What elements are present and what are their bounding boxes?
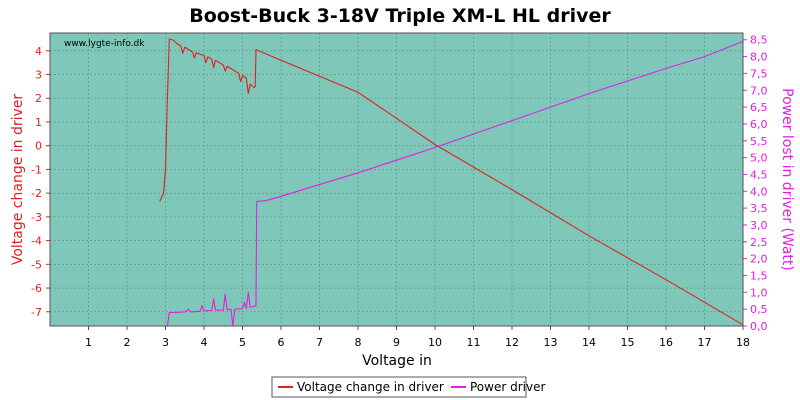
y-right-tick-label: 6,5 — [750, 101, 768, 114]
y-left-tick-label: 0 — [35, 140, 42, 153]
y-right-tick-label: 4,5 — [750, 168, 768, 181]
y-right-tick-label: 7,0 — [750, 84, 768, 97]
y-left-tick-label: -2 — [31, 187, 42, 200]
x-tick-label: 2 — [124, 336, 131, 349]
x-tick-label: 14 — [582, 336, 596, 349]
y-right-tick-label: 0,0 — [750, 320, 768, 333]
y-right-tick-label: 6,0 — [750, 118, 768, 131]
y-left-tick-label: -1 — [31, 163, 42, 176]
y-right-axis-ticks: 8,5 8,0 7,5 7,0 6,5 6,0 5,5 5,0 4,5 4,0 3,5 3,0 2,5 2… — [743, 34, 768, 333]
legend-entry: Voltage change in driver — [297, 380, 444, 394]
chart-title: Boost-Buck 3-18V Triple XM-L HL driver — [189, 5, 611, 27]
legend: Voltage change in driver Power driver — [271, 376, 545, 398]
y-right-tick-label: 4,0 — [750, 185, 768, 198]
series-line-power — [157, 40, 744, 327]
y-left-tick-label: 4 — [35, 45, 42, 58]
x-tick-label: 16 — [659, 336, 673, 349]
grid — [50, 33, 743, 326]
y-left-tick-label: -6 — [31, 282, 42, 295]
plot-frame — [49, 32, 744, 327]
x-tick-label: 7 — [316, 336, 323, 349]
y-left-axis-ticks: 4 3 2 1 0 -1 -2 -3 -4 -5 -6 -7 — [31, 45, 50, 319]
series-line-voltage-change — [159, 38, 744, 326]
y-right-tick-label: 8,5 — [750, 34, 768, 47]
x-tick-label: 1 — [85, 336, 92, 349]
y-left-tick-label: -7 — [31, 306, 42, 319]
y-left-axis-title: Voltage change in driver — [10, 94, 26, 266]
y-right-tick-label: 3,0 — [750, 219, 768, 232]
x-tick-label: 9 — [393, 336, 400, 349]
y-left-tick-label: -5 — [31, 258, 42, 271]
x-tick-label: 5 — [239, 336, 246, 349]
x-tick-label: 6 — [278, 336, 285, 349]
y-left-tick-label: 3 — [35, 69, 42, 82]
x-tick-label: 18 — [736, 336, 750, 349]
y-right-tick-label: 5,0 — [750, 152, 768, 165]
x-tick-label: 11 — [467, 336, 481, 349]
y-left-tick-label: 2 — [35, 92, 42, 105]
y-right-tick-label: 1,0 — [750, 286, 768, 299]
legend-box — [271, 376, 527, 398]
y-right-tick-label: 5,5 — [750, 135, 768, 148]
x-tick-label: 13 — [544, 336, 558, 349]
legend-entry: Power driver — [470, 380, 545, 394]
x-tick-label: 15 — [621, 336, 635, 349]
y-right-tick-label: 2,5 — [750, 236, 768, 249]
y-right-tick-label: 2,0 — [750, 253, 768, 266]
y-right-tick-label: 3,5 — [750, 202, 768, 215]
x-tick-label: 8 — [355, 336, 362, 349]
y-right-tick-label: 0,5 — [750, 303, 768, 316]
x-tick-label: 4 — [201, 336, 208, 349]
x-tick-label: 17 — [698, 336, 712, 349]
x-axis-title: Voltage in — [362, 353, 432, 369]
x-tick-label: 10 — [428, 336, 442, 349]
x-tick-label: 3 — [162, 336, 169, 349]
y-right-axis-title: Power lost in driver (Watt) — [779, 88, 795, 271]
watermark: www.lygte-info.dk — [64, 39, 145, 49]
y-right-tick-label: 8,0 — [750, 51, 768, 64]
series-layer — [157, 38, 744, 327]
y-left-tick-label: -4 — [31, 235, 42, 248]
y-left-tick-label: -3 — [31, 211, 42, 224]
y-right-tick-label: 1,5 — [750, 269, 768, 282]
y-right-tick-label: 7,5 — [750, 67, 768, 80]
x-axis-ticks: 1 2 3 4 5 6 7 8 9 10 11 12 13 14 15 16 17 18 — [85, 326, 750, 349]
y-left-tick-label: 1 — [35, 116, 42, 129]
x-tick-label: 12 — [505, 336, 519, 349]
